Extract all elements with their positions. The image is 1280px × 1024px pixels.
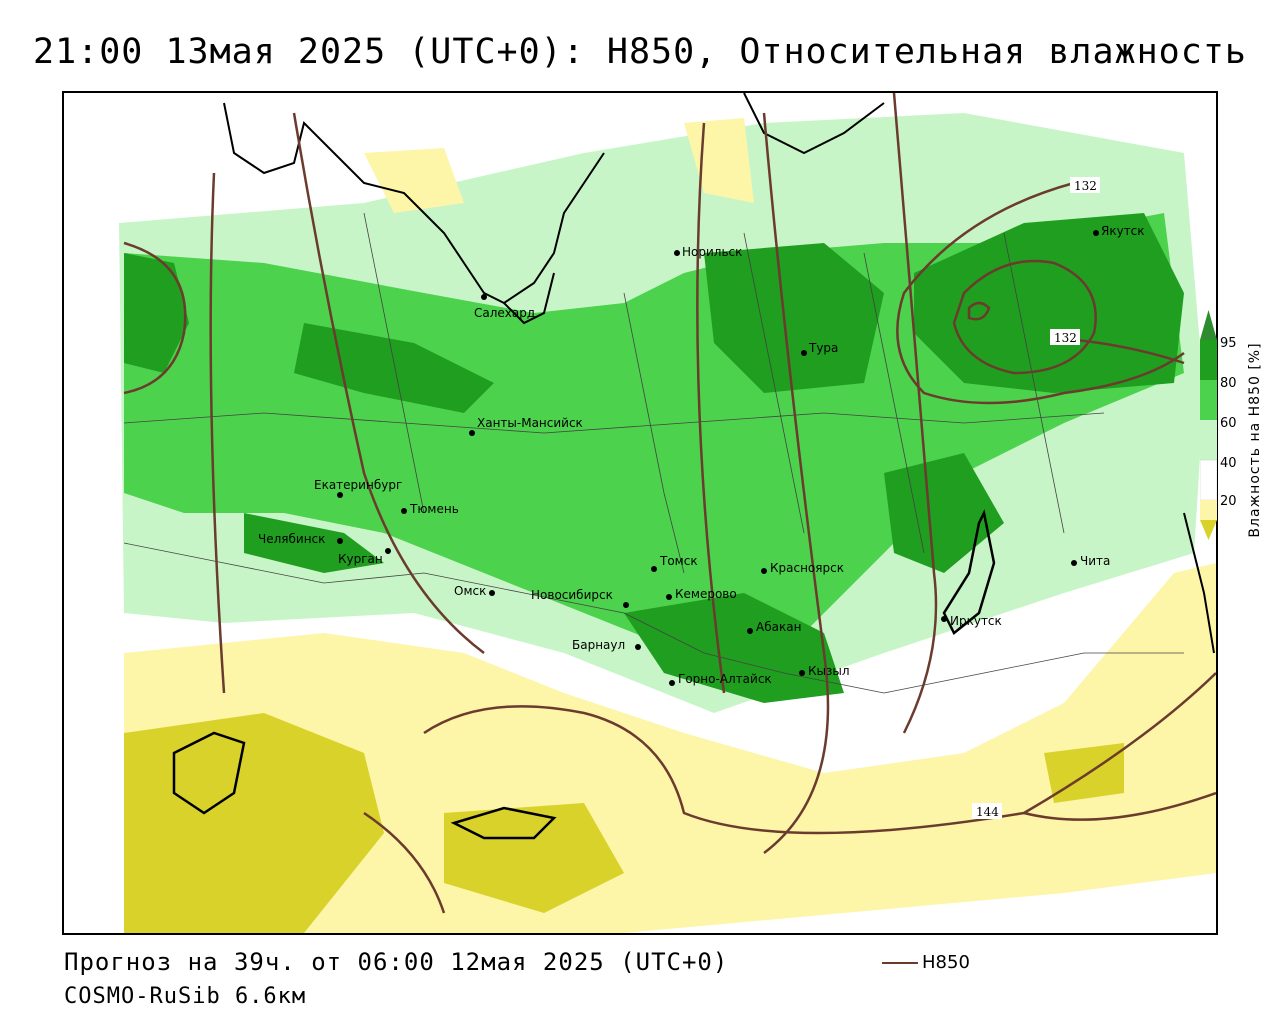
isoline-label-144: 144 [976,805,999,819]
humidity-area-dark-ob [294,323,494,413]
isoline-south-2 [1023,791,1216,821]
isoline-west-low [123,241,187,395]
city-kurgan: Курган [338,548,391,566]
svg-text:Иркутск: Иркутск [950,614,1002,628]
isoline-132-north [896,181,1185,405]
svg-text:Челябинск: Челябинск [258,532,325,546]
city-kyzyl: Кызыл [799,664,850,678]
svg-text:Екатеринбург: Екатеринбург [314,478,402,492]
humidity-area-very-dry-south [444,803,624,913]
svg-text:Якутск: Якутск [1101,224,1145,238]
h850-isolines [123,93,1216,914]
colorbar-60-80 [1200,380,1217,420]
svg-text:Томск: Томск [659,554,698,568]
forecast-info: Прогноз на 39ч. от 06:00 12мая 2025 (UTC… [64,948,729,976]
city-barnaul: Барнаул [572,638,641,652]
svg-text:Ханты-Мансийск: Ханты-Мансийск [477,416,583,430]
humidity-area-dark-tura [704,243,884,393]
isoline-low-core [967,301,991,321]
isoline-3 [696,122,726,694]
svg-text:Красноярск: Красноярск [770,561,844,575]
svg-text:Норильск: Норильск [682,245,742,259]
alakol-lake [450,806,557,840]
city-chita: Чита [1071,554,1110,568]
h850-legend-line [882,962,918,964]
city-yekaterinburg: Екатеринбург [314,478,402,498]
svg-text:Тура: Тура [808,341,838,355]
city-tura: Тура [801,341,838,356]
colorbar-tick-40: 40 [1220,456,1237,471]
svg-text:Кызыл: Кызыл [808,664,850,678]
colorbar-tick-95: 95 [1220,336,1237,351]
city-khanty-mansiysk: Ханты-Мансийск [469,416,583,436]
humidity-area-dry-north [364,148,464,213]
svg-text:Омск: Омск [454,584,486,598]
colorbar-above-95 [1200,310,1217,340]
coastlines [223,93,1215,654]
colorbar-tick-80: 80 [1220,376,1237,391]
isoline-south-1 [363,811,446,914]
svg-text:Чита: Чита [1080,554,1110,568]
colorbar-40-60 [1200,420,1217,460]
humidity-area-dark-ural [244,513,384,573]
isoline-4 [762,112,830,854]
svg-text:Горно-Алтайск: Горно-Алтайск [678,672,772,686]
svg-text:Курган: Курган [338,552,383,566]
svg-text:Барнаул: Барнаул [572,638,625,652]
map-canvas: 132 132 144 Норильск Салехард Якутск Тур… [64,93,1216,933]
isoline-5 [892,93,938,734]
humidity-area-very-dry-southwest [124,713,384,933]
baikal-lake [942,509,996,635]
city-omsk: Омск [454,584,495,598]
svg-text:Новосибирск: Новосибирск [531,588,613,602]
city-norilsk: Норильск [674,245,742,259]
colorbar-tick-20: 20 [1220,494,1237,509]
model-name: COSMO-RuSib 6.6км [64,984,307,1009]
isoline-labels: 132 132 144 [972,177,1100,819]
colorbar-title: Влажность на H850 [%] [1247,342,1263,538]
city-abakan: Абакан [747,620,801,634]
h850-legend-label: H850 [922,952,970,973]
colorbar-below-0 [1200,520,1217,540]
city-kemerovo: Кемерово [666,587,737,601]
colorbar-0-20 [1200,500,1217,520]
map-panel[interactable]: 132 132 144 Норильск Салехард Якутск Тур… [62,91,1218,935]
humidity-area-dark-west [124,253,189,373]
humidity-area-dark-altai [624,593,844,703]
isoline-144 [423,672,1216,835]
svg-text:Кемерово: Кемерово [675,587,737,601]
colorbar-20-40 [1200,459,1217,501]
colorbar [1200,310,1217,540]
city-tomsk: Томск [651,554,698,572]
city-tyumen: Тюмень [401,502,459,516]
city-markers: Норильск Салехард Якутск Тура Ханты-Манс… [258,224,1145,686]
lakes [172,509,996,840]
svg-text:Салехард: Салехард [474,306,535,320]
city-yakutsk: Якутск [1093,224,1145,238]
isoline-label-132-b: 132 [1054,331,1077,345]
colorbar-tick-60: 60 [1220,416,1237,431]
colorbar-80-95 [1200,340,1217,380]
city-irkutsk: Иркутск [941,614,1002,628]
svg-text:Абакан: Абакан [756,620,801,634]
city-krasnoyarsk: Красноярск [761,561,844,575]
city-novosibirsk: Новосибирск [531,588,629,608]
humidity-area-dark-yakutsk [914,213,1184,393]
isoline-low-center [952,259,1097,375]
isoline-1 [209,172,226,694]
svg-text:Тюмень: Тюмень [409,502,459,516]
isoline-2 [292,112,485,654]
city-salekhard: Салехард [474,294,535,320]
map-title: 21:00 13мая 2025 (UTC+0): H850, Относите… [33,32,1247,72]
region-borders [123,212,1184,694]
isoline-label-132-a: 132 [1074,179,1097,193]
city-gorno-altaysk: Горно-Алтайск [669,672,772,686]
city-chelyabinsk: Челябинск [258,532,343,546]
balkhash-lake [172,731,246,815]
